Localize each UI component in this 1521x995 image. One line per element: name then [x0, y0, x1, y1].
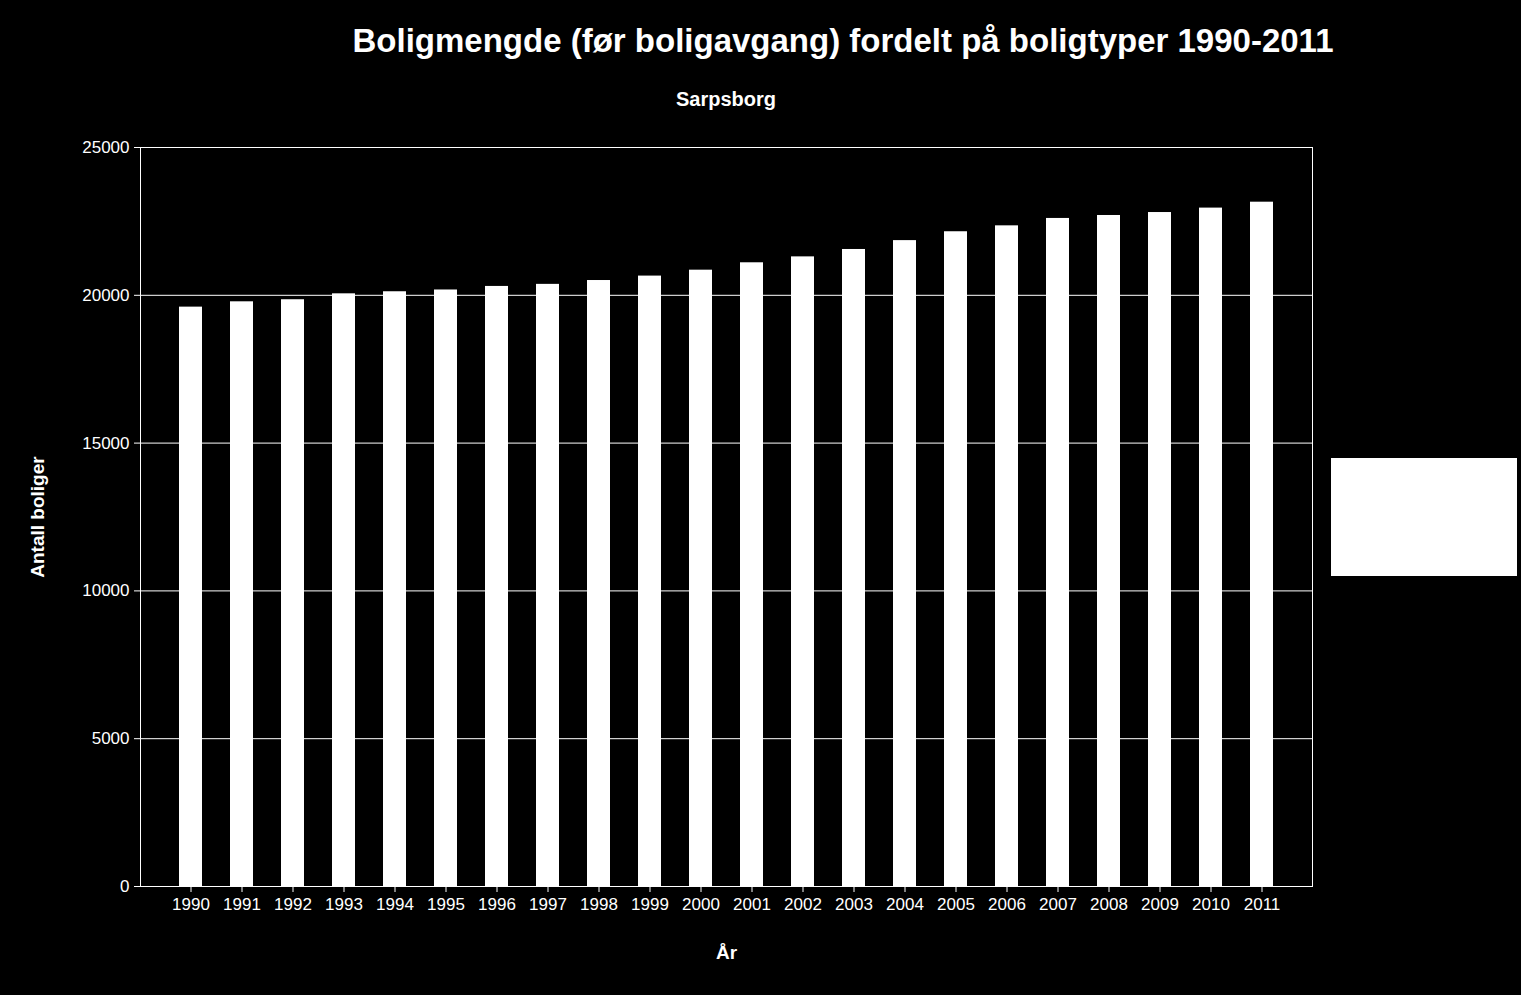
svg-text:1990: 1990 [172, 895, 210, 914]
svg-text:1992: 1992 [274, 895, 312, 914]
svg-text:10000: 10000 [82, 581, 129, 600]
svg-text:2003: 2003 [835, 895, 873, 914]
svg-text:2010: 2010 [1192, 895, 1230, 914]
svg-text:5000: 5000 [92, 729, 130, 748]
svg-text:2007: 2007 [1039, 895, 1077, 914]
svg-text:Antall boliger: Antall boliger [27, 456, 48, 578]
svg-text:1994: 1994 [376, 895, 414, 914]
svg-text:2005: 2005 [937, 895, 975, 914]
svg-text:1993: 1993 [325, 895, 363, 914]
svg-text:2009: 2009 [1141, 895, 1179, 914]
svg-text:2008: 2008 [1090, 895, 1128, 914]
svg-text:2002: 2002 [784, 895, 822, 914]
svg-text:15000: 15000 [82, 434, 129, 453]
svg-text:0: 0 [120, 877, 129, 896]
html-text:Boligmengde (før boligavgang): Boligmengde (før boligavgang) fordelt på… [352, 22, 1334, 59]
svg-text:1998: 1998 [580, 895, 618, 914]
svg-text:20000: 20000 [82, 286, 129, 305]
svg-text:År: År [716, 942, 738, 963]
svg-text:2006: 2006 [988, 895, 1026, 914]
svg-text:1995: 1995 [427, 895, 465, 914]
svg-text:1999: 1999 [631, 895, 669, 914]
svg-text:1997: 1997 [529, 895, 567, 914]
svg-text:2000: 2000 [682, 895, 720, 914]
svg-text:1991: 1991 [223, 895, 261, 914]
svg-text:2004: 2004 [886, 895, 924, 914]
svg-text:2011: 2011 [1244, 895, 1281, 914]
svg-text:2001: 2001 [733, 895, 771, 914]
svg-text:1996: 1996 [478, 895, 516, 914]
svg-text:25000: 25000 [82, 138, 129, 157]
html-text:Sarpsborg: Sarpsborg [676, 88, 776, 110]
